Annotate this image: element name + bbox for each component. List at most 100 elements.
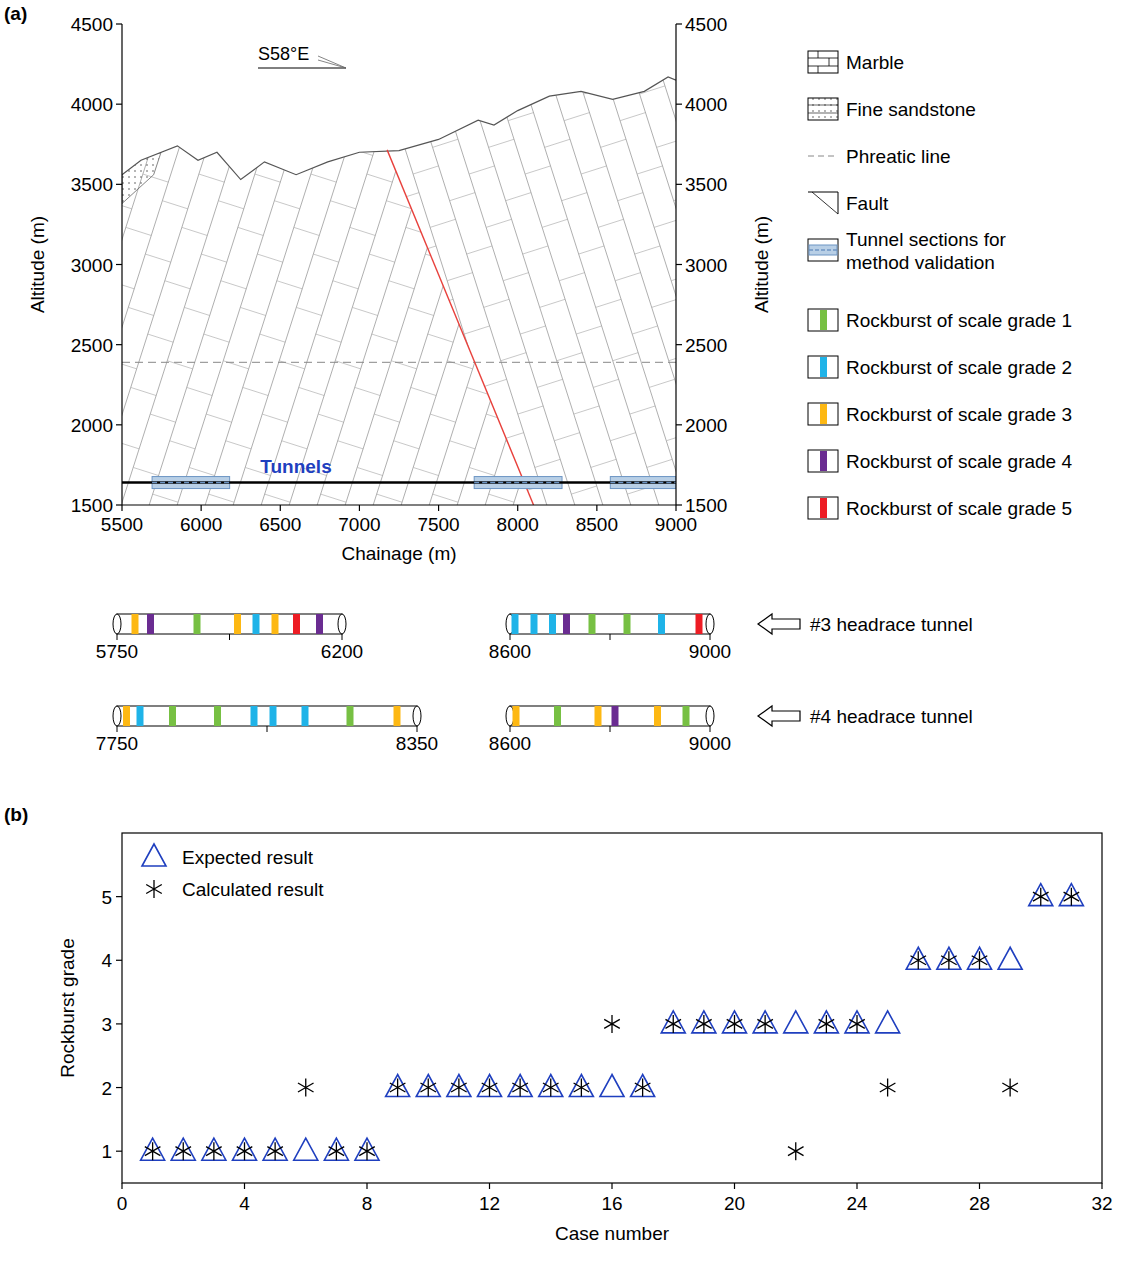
rockburst-event xyxy=(658,614,665,634)
tick xyxy=(280,505,281,511)
marble-joint xyxy=(223,273,248,281)
rockburst-event xyxy=(302,706,309,726)
marble-joint xyxy=(610,201,635,209)
marble-joint xyxy=(637,467,662,475)
point xyxy=(267,1142,283,1160)
legend-swatch xyxy=(820,498,827,518)
marble-joint xyxy=(218,433,243,441)
tick-label: 1 xyxy=(101,1141,112,1162)
legend-box xyxy=(808,145,838,167)
marble-joint xyxy=(630,227,655,235)
marble-joint xyxy=(542,219,567,227)
marble-joint xyxy=(547,59,572,67)
point xyxy=(819,1015,835,1033)
marble-joint xyxy=(235,486,260,494)
marble-joint xyxy=(143,459,168,467)
marble-joint xyxy=(333,353,358,361)
tick-label: 8600 xyxy=(489,641,531,662)
legend-line xyxy=(818,51,819,58)
marble-joint xyxy=(226,193,251,201)
rockburst-event xyxy=(123,706,130,726)
marble-joint xyxy=(262,219,287,227)
tick-label: 3500 xyxy=(685,174,727,195)
bedding-line xyxy=(250,24,410,505)
point xyxy=(478,1075,502,1097)
point xyxy=(237,1142,253,1160)
plot-area-a xyxy=(122,24,676,505)
tick-label: 16 xyxy=(601,1193,622,1214)
marble-joint xyxy=(518,406,543,414)
marble-joint xyxy=(515,147,540,155)
tunnel-end xyxy=(338,614,346,634)
marble-joint xyxy=(564,113,589,121)
bedding-line xyxy=(566,24,676,505)
marble-joint xyxy=(304,86,329,94)
tick xyxy=(244,1183,245,1189)
marble-joint xyxy=(122,273,137,281)
rockburst-event xyxy=(624,614,631,634)
marble-joint xyxy=(661,41,676,49)
validation-section-line xyxy=(610,482,676,484)
marble-joint xyxy=(406,227,431,235)
rockburst-event xyxy=(654,706,661,726)
tick-label: 9000 xyxy=(689,641,731,662)
marble-joint xyxy=(155,59,180,67)
minor-tick xyxy=(229,634,230,640)
marble-joint xyxy=(291,147,316,155)
legend-text: Marble xyxy=(846,52,904,73)
marble-joint xyxy=(423,459,448,467)
legend-swatch xyxy=(820,404,827,424)
rockburst-event xyxy=(272,614,279,634)
marble-joint xyxy=(618,193,643,201)
marble-joint xyxy=(425,379,450,387)
marble-joint xyxy=(379,59,404,67)
marble-joint xyxy=(625,67,650,75)
marble-joint xyxy=(122,113,141,121)
tick xyxy=(1101,1183,1102,1189)
tick-label: 6500 xyxy=(259,514,301,535)
marble-joint xyxy=(476,94,501,102)
text-line: Fault xyxy=(846,193,889,214)
marble-joint xyxy=(498,201,523,209)
marble-joint xyxy=(554,201,579,209)
marble-joint xyxy=(491,59,516,67)
marble-joint xyxy=(131,387,156,395)
text-line: Tunnel sections for xyxy=(846,229,1006,250)
point xyxy=(788,1142,804,1160)
point xyxy=(508,1075,532,1097)
legend-line xyxy=(808,113,838,114)
tick xyxy=(116,960,122,961)
bedding-line xyxy=(482,24,642,505)
marble-joint xyxy=(206,219,231,227)
right-block xyxy=(122,24,676,505)
marble-joint xyxy=(162,433,187,441)
point xyxy=(753,1011,777,1033)
marble-joint xyxy=(308,94,333,102)
tick xyxy=(116,1023,122,1024)
marble-joint xyxy=(122,121,129,129)
point xyxy=(298,1079,314,1097)
tick-label: 5 xyxy=(101,887,112,908)
marble-joint xyxy=(369,254,394,262)
marble-joint xyxy=(128,307,153,315)
tick-label: 4500 xyxy=(71,14,113,35)
marble-joint xyxy=(372,334,397,342)
tick xyxy=(734,1183,735,1189)
marble-joint xyxy=(554,433,579,441)
marble-joint xyxy=(576,326,601,334)
point xyxy=(906,947,930,969)
bedding-line xyxy=(558,24,676,505)
marble-joint xyxy=(479,174,504,182)
marble-joint xyxy=(291,486,316,494)
tunnel-end xyxy=(706,706,714,726)
rockburst-event xyxy=(512,614,519,634)
marble-joint xyxy=(484,299,509,307)
bedding-line xyxy=(222,24,382,505)
marble-joint xyxy=(605,41,630,49)
marble-joint xyxy=(257,379,282,387)
axis-title: Rockburst grade xyxy=(57,938,78,1077)
point xyxy=(784,1011,808,1033)
marble-joint xyxy=(318,414,343,422)
marble-joint xyxy=(498,433,523,441)
marble-joint xyxy=(162,201,187,209)
